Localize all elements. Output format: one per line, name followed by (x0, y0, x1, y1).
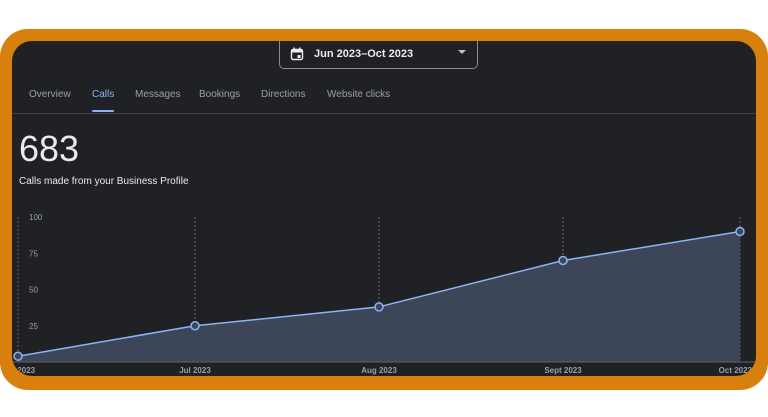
performance-panel: Jun 2023–Oct 2023 Overview Calls Message… (12, 41, 756, 376)
tab-messages[interactable]: Messages (135, 89, 181, 100)
date-range-label: Jun 2023–Oct 2023 (314, 47, 414, 60)
x-tick-label: Oct 2023 (719, 366, 753, 375)
x-tick-label: Aug 2023 (361, 366, 397, 375)
y-tick-label: 50 (29, 286, 38, 295)
tab-website-clicks[interactable]: Website clicks (327, 89, 391, 100)
tab-calls[interactable]: Calls (92, 89, 115, 100)
calls-chart: 100 75 50 25 Jun 2023 Jul 2023 Aug 2023 Sept 20… (12, 213, 756, 375)
tab-overview[interactable]: Overview (29, 89, 71, 100)
y-tick-label: 25 (29, 322, 38, 331)
x-tick-label: Jun 2023 (12, 366, 36, 375)
area-fill (18, 231, 740, 362)
calls-total: 683 (19, 128, 80, 169)
calls-caption: Calls made from your Business Profile (19, 176, 189, 187)
x-tick-label: Jul 2023 (179, 366, 211, 375)
data-point-4 (735, 226, 745, 237)
metric-tabs: Overview Calls Messages Bookings Directi… (12, 81, 756, 114)
date-range-picker[interactable]: Jun 2023–Oct 2023 (279, 41, 478, 69)
tab-directions[interactable]: Directions (261, 89, 306, 100)
y-tick-label: 75 (29, 249, 38, 258)
y-tick-label: 100 (29, 213, 43, 222)
data-point-2 (374, 302, 384, 312)
data-point-1 (190, 321, 200, 331)
active-tab-indicator (92, 110, 114, 112)
x-tick-label: Sept 2023 (544, 366, 582, 375)
data-point-3 (558, 255, 568, 266)
data-point-0 (13, 351, 23, 361)
calendar-icon (290, 47, 304, 60)
tab-bookings[interactable]: Bookings (199, 89, 241, 100)
dropdown-arrow-icon (458, 50, 466, 54)
